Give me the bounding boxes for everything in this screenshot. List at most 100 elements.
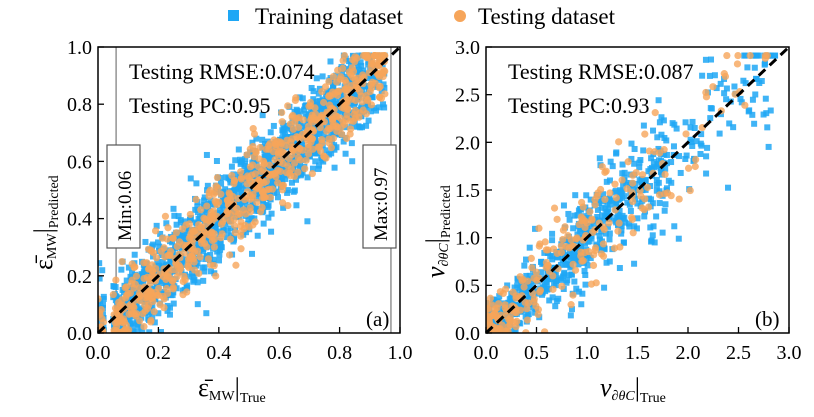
training-point: [315, 140, 322, 147]
testing-point: [535, 224, 543, 232]
training-point: [744, 64, 751, 71]
training-point: [319, 106, 326, 113]
training-point: [317, 102, 324, 109]
training-point: [656, 200, 663, 207]
training-point: [201, 264, 208, 271]
testing-point: [248, 171, 256, 179]
training-point: [213, 239, 220, 246]
testing-point: [347, 70, 355, 79]
training-point: [751, 64, 758, 71]
max-label-box: Max:0.97: [362, 144, 397, 249]
training-point: [153, 222, 160, 229]
testing-point: [161, 269, 169, 277]
testing-point: [338, 130, 346, 138]
testing-point: [299, 116, 307, 124]
training-point: [132, 288, 139, 295]
training-point: [726, 120, 733, 127]
training-point: [254, 232, 261, 239]
training-point: [145, 309, 152, 316]
training-point: [299, 169, 306, 176]
testing-point: [163, 235, 171, 243]
panel-a: 0.0 0.2 0.4 0.6 0.8 1.0 0.0 0.2 0.4 0.6 0.8 1.0 Min…: [29, 37, 413, 406]
training-point: [631, 260, 638, 267]
testing-point: [296, 156, 304, 164]
training-point: [575, 207, 582, 214]
testing-point: [147, 316, 155, 324]
testing-point: [501, 285, 510, 293]
training-point: [725, 184, 732, 191]
testing-point: [237, 174, 246, 182]
testing-point: [128, 276, 136, 284]
training-point: [632, 195, 639, 202]
testing-point: [284, 102, 292, 110]
training-point: [320, 131, 327, 138]
training-point: [265, 214, 272, 221]
training-point: [222, 186, 229, 193]
training-point: [640, 122, 647, 129]
testing-point: [381, 67, 389, 75]
training-point: [126, 296, 133, 303]
training-point: [631, 146, 638, 153]
testing-point: [274, 179, 282, 187]
training-point: [267, 153, 274, 160]
training-point: [631, 160, 638, 167]
testing-point: [152, 288, 160, 296]
training-point: [628, 140, 635, 147]
training-point: [340, 138, 347, 145]
testing-point: [144, 293, 152, 301]
testing-point: [349, 117, 357, 125]
y-tick-label: 0.0: [455, 323, 480, 345]
testing-point: [615, 138, 623, 146]
testing-point: [343, 134, 351, 143]
training-point: [194, 301, 201, 308]
training-point: [505, 299, 512, 306]
training-point: [658, 114, 665, 121]
training-point: [561, 269, 568, 276]
y-tick-label: 2.5: [455, 85, 480, 107]
training-point: [654, 161, 661, 168]
testing-point: [344, 105, 352, 113]
training-point: [745, 108, 752, 115]
testing-point: [329, 73, 337, 81]
y-tick-label: 2.0: [455, 132, 480, 154]
training-point: [235, 201, 242, 208]
training-point: [200, 277, 207, 284]
training-point: [189, 270, 196, 277]
testing-point: [741, 101, 749, 109]
testing-point: [150, 308, 158, 316]
y-tick-label: 0.8: [67, 94, 92, 116]
training-point: [707, 105, 714, 112]
testing-point: [581, 217, 589, 225]
training-point: [526, 272, 533, 279]
testing-point: [686, 186, 694, 195]
training-point: [659, 229, 666, 236]
training-point: [212, 221, 219, 228]
testing-point: [359, 71, 367, 79]
training-point: [742, 80, 749, 87]
training-point: [280, 204, 287, 211]
training-point: [612, 187, 619, 194]
training-point: [693, 138, 700, 145]
testing-point: [542, 246, 550, 254]
training-point: [378, 88, 385, 95]
testing-point: [651, 109, 659, 117]
training-point: [118, 266, 125, 273]
training-point: [607, 158, 614, 165]
training-point: [308, 84, 315, 91]
training-point: [575, 261, 582, 268]
training-point: [596, 155, 603, 162]
x-tick-label: 2.0: [676, 342, 701, 364]
training-point: [264, 182, 271, 189]
training-point: [603, 178, 610, 185]
training-point: [502, 319, 509, 326]
testing-point: [327, 92, 335, 100]
testing-point: [253, 198, 261, 206]
training-point: [518, 286, 525, 293]
training-point: [299, 95, 306, 102]
testing-point: [148, 267, 157, 275]
testing-point: [527, 254, 535, 262]
training-point: [259, 136, 266, 143]
training-point: [606, 201, 613, 208]
training-point: [762, 95, 769, 102]
